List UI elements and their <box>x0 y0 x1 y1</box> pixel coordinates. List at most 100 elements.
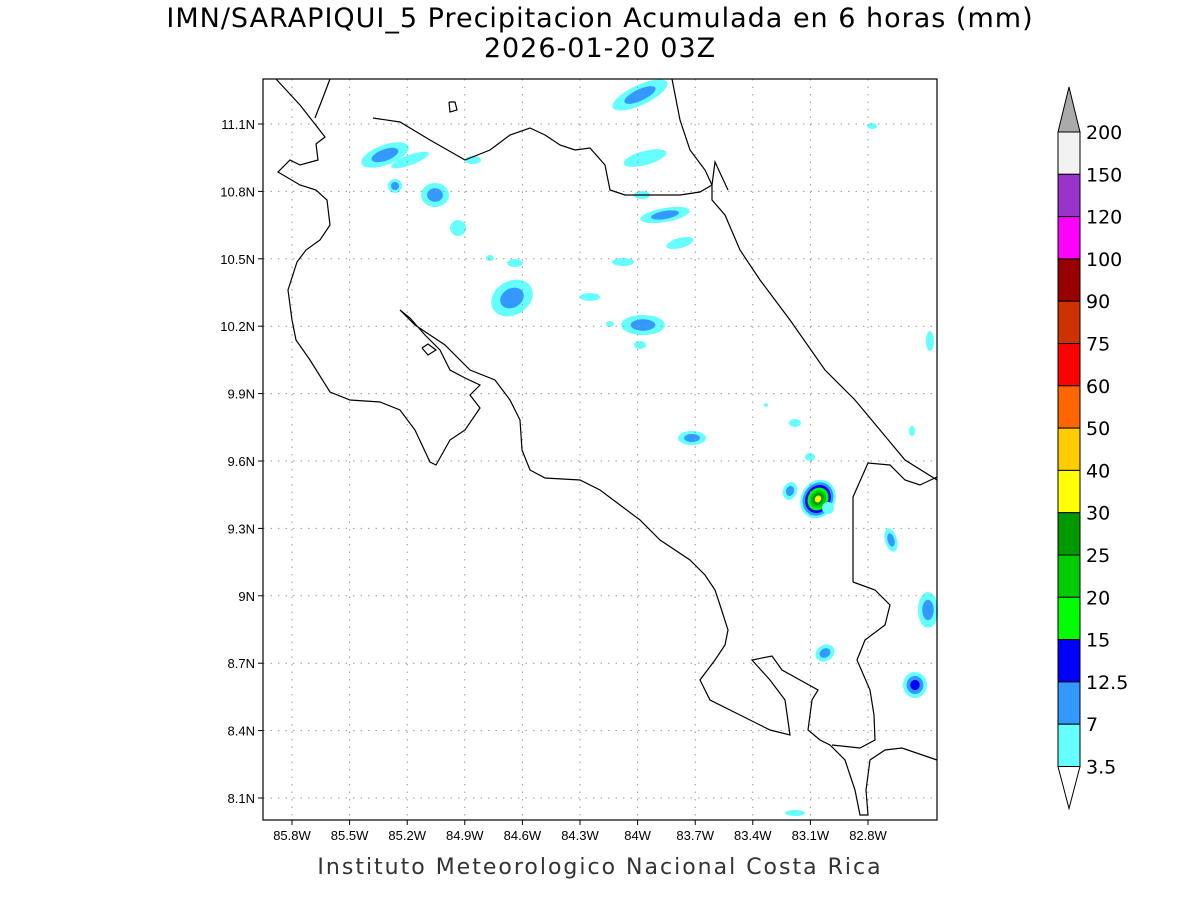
lat-label: 8.1N <box>228 791 255 806</box>
colorbar-label: 20 <box>1086 587 1110 609</box>
precip-contour <box>651 210 679 220</box>
colorbar-swatch <box>1057 131 1081 175</box>
precip-contour <box>926 331 934 351</box>
colorbar-label: 12.5 <box>1086 672 1128 694</box>
colorbar-swatch <box>1057 300 1081 345</box>
colorbar-label: 60 <box>1086 376 1110 398</box>
precip-contour <box>427 188 443 202</box>
precip-contour <box>666 236 694 250</box>
colorbar-swatch <box>1057 385 1081 429</box>
coastline <box>831 581 891 749</box>
precip-contour <box>371 147 399 163</box>
lon-label: 84W <box>624 828 651 843</box>
precip-contour <box>922 599 934 621</box>
grid-lines <box>258 79 937 825</box>
precip-contour <box>606 321 614 327</box>
map-subtitle: 2026-01-20 03Z <box>483 33 717 64</box>
colorbar-label: 50 <box>1086 418 1110 440</box>
precip-contour <box>507 259 523 267</box>
precip-contour <box>391 151 429 169</box>
colorbar-label: 7 <box>1086 714 1098 736</box>
lat-label: 9.9N <box>228 387 255 402</box>
lat-label: 9.3N <box>228 521 255 536</box>
colorbar-label: 30 <box>1086 503 1110 525</box>
colorbar-label: 25 <box>1086 545 1110 567</box>
map-frame <box>262 78 938 821</box>
lon-label: 83.7W <box>676 828 714 843</box>
colorbar-label: 40 <box>1086 460 1110 482</box>
precipitation-areas <box>361 79 938 816</box>
colorbar-swatch <box>1057 258 1081 302</box>
colorbar-swatch <box>1057 512 1081 556</box>
precip-contour <box>785 486 795 496</box>
lat-label: 11.1N <box>221 117 255 132</box>
lat-label: 9.6N <box>228 454 255 469</box>
precip-contour <box>819 648 831 658</box>
precip-contour <box>450 220 466 236</box>
precip-contour <box>910 679 920 691</box>
coastline <box>671 78 938 481</box>
precip-contour <box>867 123 877 129</box>
coastlines <box>275 78 938 816</box>
colorbar-swatch <box>1057 343 1081 387</box>
precip-contour <box>634 341 646 349</box>
lon-label: 84.9W <box>446 828 484 843</box>
colorbar-swatch <box>1057 173 1081 218</box>
colorbar-over-arrow <box>1057 86 1081 133</box>
colorbar-label: 120 <box>1086 207 1122 229</box>
colorbar-swatch <box>1057 427 1081 471</box>
lon-label: 84.3W <box>561 828 599 843</box>
precip-contour <box>630 319 656 331</box>
colorbar-label: 15 <box>1086 630 1110 652</box>
coastline <box>448 101 458 113</box>
precip-contour <box>822 502 834 514</box>
lat-label: 10.5N <box>220 252 255 267</box>
colorbar-label: 3.5 <box>1086 757 1116 779</box>
precip-contour <box>624 86 656 104</box>
lat-label: 9N <box>238 589 255 604</box>
lat-label: 8.7N <box>228 656 255 671</box>
precip-contour <box>789 419 801 427</box>
footer-credit: Instituto Meteorologico Nacional Costa R… <box>317 855 883 880</box>
colorbar: 3.5 7 12.5 15 20 25 30 40 50 60 75 90 100 120 150 200 <box>1057 86 1128 811</box>
map-title: IMN/SARAPIQUI_5 Precipitacion Acumulada … <box>166 3 1034 34</box>
lon-label: 85.5W <box>331 828 369 843</box>
coastline <box>852 462 938 582</box>
colorbar-label: 150 <box>1086 164 1122 186</box>
lon-label: 82.8W <box>849 828 887 843</box>
colorbar-label: 200 <box>1086 122 1122 144</box>
colorbar-swatch <box>1057 469 1081 514</box>
precip-contour <box>764 403 768 407</box>
coastline <box>421 343 438 356</box>
precip-contour <box>486 255 494 261</box>
latitude-labels: 11.1N 10.8N 10.5N 10.2N 9.9N 9.6N 9.3N 9N 8.7N 8.… <box>220 117 255 806</box>
colorbar-swatch <box>1057 216 1081 260</box>
precip-contour <box>623 149 667 167</box>
lon-label: 84.6W <box>504 828 542 843</box>
longitude-labels: 85.8W 85.5W 85.2W 84.9W 84.6W 84.3W 84W 83.7W 83… <box>273 828 887 843</box>
precip-contour <box>909 426 915 436</box>
colorbar-swatch <box>1057 554 1081 598</box>
colorbar-label: 100 <box>1086 249 1122 271</box>
coastline <box>314 78 331 119</box>
lat-label: 10.8N <box>220 184 255 199</box>
lon-label: 83.4W <box>734 828 772 843</box>
lon-label: 85.8W <box>273 828 311 843</box>
colorbar-swatch <box>1057 723 1081 768</box>
lat-label: 10.2N <box>220 319 255 334</box>
colorbar-label: 75 <box>1086 334 1110 356</box>
lat-label: 8.4N <box>228 724 255 739</box>
precip-contour <box>391 182 399 190</box>
coastline <box>372 117 729 196</box>
precip-contour <box>785 810 805 816</box>
colorbar-swatch <box>1057 596 1081 641</box>
precip-contour <box>684 434 700 442</box>
lon-label: 85.2W <box>388 828 426 843</box>
precip-contour <box>612 258 634 266</box>
precip-contour <box>500 287 524 309</box>
precip-contour <box>580 293 600 301</box>
coastline <box>275 78 938 816</box>
colorbar-under-arrow <box>1057 766 1081 811</box>
precip-contour <box>887 533 895 547</box>
